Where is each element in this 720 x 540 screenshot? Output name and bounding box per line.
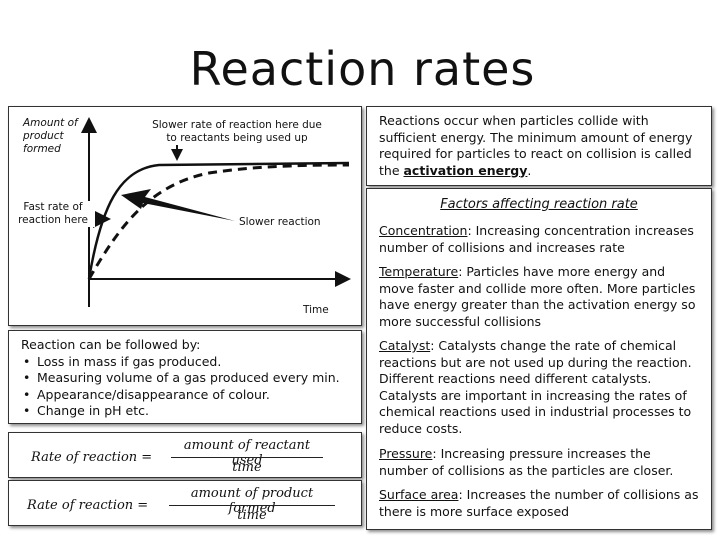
y-axis-label: Amount of product formed bbox=[23, 117, 78, 155]
annotation-fast-rate: Fast rate of reaction here bbox=[11, 201, 95, 227]
list-item: Appearance/disappearance of colour. bbox=[23, 387, 340, 404]
formula-reactant-box: Rate of reaction = amount of reactant us… bbox=[8, 432, 362, 478]
slow-reaction-curve bbox=[87, 163, 350, 280]
list-item: Loss in mass if gas produced. bbox=[23, 354, 340, 371]
follow-panel: Reaction can be followed by: Loss in mas… bbox=[8, 330, 362, 424]
page-title: Reaction rates bbox=[189, 42, 536, 96]
rate-graph bbox=[81, 117, 351, 307]
x-axis-label: Time bbox=[303, 304, 329, 316]
formula-lhs: Rate of reaction = bbox=[27, 498, 149, 513]
formula-numerator: amount of product formed bbox=[190, 486, 314, 516]
annotation-slower-reaction: Slower reaction bbox=[239, 216, 321, 228]
factors-panel: Factors affecting reaction rate Concentr… bbox=[366, 188, 712, 530]
formula-reactant: Rate of reaction = amount of reactant us… bbox=[31, 437, 351, 475]
formula-lhs: Rate of reaction = bbox=[31, 450, 153, 465]
fraction-line bbox=[171, 457, 323, 458]
annotation-slower-rate: Slower rate of reaction here due to reac… bbox=[152, 119, 322, 144]
formula-numerator: amount of reactant used bbox=[183, 438, 311, 468]
fraction-line bbox=[169, 505, 335, 506]
factor-concentration: Concentration: Increasing concentration … bbox=[379, 223, 694, 255]
formula-denominator: time bbox=[237, 508, 267, 523]
factor-temperature: Temperature: Particles have more energy … bbox=[379, 264, 696, 329]
activation-energy-term: activation energy bbox=[403, 162, 528, 178]
annotation-arrow-slow bbox=[121, 189, 235, 221]
formula-denominator: time bbox=[232, 460, 262, 475]
fast-reaction-curve bbox=[87, 161, 350, 280]
follow-heading: Reaction can be followed by: bbox=[21, 337, 201, 352]
intro-panel: Reactions occur when particles collide w… bbox=[366, 106, 712, 186]
list-item: Measuring volume of a gas produced every… bbox=[23, 370, 340, 387]
formula-product-box: Rate of reaction = amount of product for… bbox=[8, 480, 362, 526]
formula-product: Rate of reaction = amount of product for… bbox=[27, 485, 351, 523]
factor-surface-area: Surface area: Increases the number of co… bbox=[379, 487, 699, 519]
factor-pressure: Pressure: Increasing pressure increases … bbox=[379, 446, 674, 478]
factor-catalyst: Catalyst: Catalysts change the rate of c… bbox=[379, 338, 692, 436]
list-item: Change in pH etc. bbox=[23, 403, 340, 420]
follow-list: Reaction can be followed by: Loss in mas… bbox=[21, 337, 340, 420]
rate-graph-panel: Amount of product formed Slower rate of … bbox=[8, 106, 362, 326]
intro-text: Reactions occur when particles collide w… bbox=[379, 113, 693, 178]
factors-heading: Factors affecting reaction rate bbox=[440, 197, 638, 212]
